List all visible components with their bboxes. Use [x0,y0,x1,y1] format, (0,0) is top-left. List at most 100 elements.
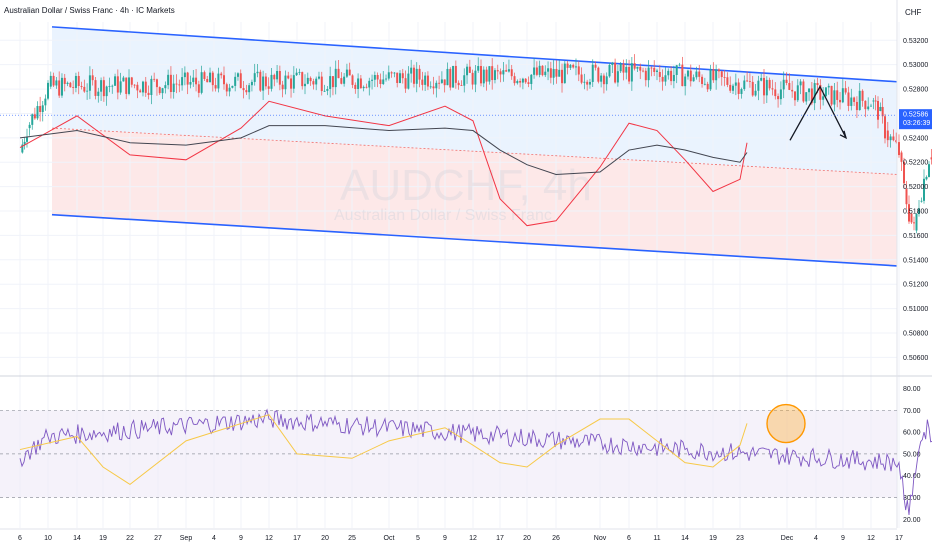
candle-body [429,86,432,88]
candle-body [850,97,853,106]
candle-body [672,74,675,82]
candle-body [267,86,270,89]
candle-body [304,83,307,87]
candle-body [401,73,404,79]
time-axis-tick: 14 [73,535,81,542]
candle-body [661,76,664,82]
candle-body [656,70,658,72]
time-axis-tick: 20 [321,535,329,542]
candle-body [88,75,91,91]
candle-body [701,76,704,84]
candle-body [625,66,628,73]
price-axis-tick: 0.51800 [903,209,928,216]
time-axis-tick: 20 [523,535,531,542]
candle-body [58,80,61,96]
candle-body [732,85,735,91]
candle-body [527,82,530,84]
candle-body [566,63,569,68]
candle-body [751,81,754,96]
candle-body [161,88,164,94]
candle-body [920,200,923,202]
candle-body [779,89,782,100]
candle-body [172,83,175,93]
time-axis-tick: 17 [895,535,903,542]
candle-body [231,85,234,88]
candle-body [482,69,485,84]
price-axis-tick: 0.52400 [903,135,928,142]
candle-body [83,86,86,92]
candle-body [426,75,429,87]
candle-body [507,69,510,72]
candle-body [678,64,681,66]
candle-body [197,84,200,93]
ma-slow-line [19,125,748,175]
candle-body [39,106,42,113]
candle-body [586,81,589,85]
candle-body [97,91,100,96]
channel-lower-line[interactable] [51,213,898,267]
last-price-tag [899,109,932,130]
candle-body [743,80,746,90]
rsi-axis-tick: 70.00 [903,408,921,415]
price-axis-tick: 0.50800 [903,330,928,337]
candle-body [591,64,594,82]
channel-midline [51,127,898,175]
rsi-highlight-circle[interactable] [766,403,806,444]
candle-body [91,75,94,81]
time-axis-tick: 25 [348,535,356,542]
candle-body [250,81,253,86]
candle-body [563,63,566,84]
candle-body [334,68,337,88]
candle-body [270,74,273,89]
projection-path[interactable] [789,85,847,141]
candle-body [320,76,323,92]
candle-body [726,77,729,85]
candle-body [636,66,639,69]
candle-body [547,68,550,72]
candle-body [371,79,374,81]
candle-body [757,80,760,91]
candle-body [619,63,622,72]
candle-body [393,72,396,74]
candle-body [398,73,401,83]
candle-body [670,70,673,82]
candle-body [376,75,379,80]
watermark-name: Australian Dollar / Swiss Franc [334,207,552,224]
candle-body [153,78,156,80]
time-axis-tick: 6 [18,535,22,542]
candle-body [580,74,583,83]
time-axis-tick: 22 [126,535,134,542]
candle-body [558,69,561,77]
candle-body [424,75,427,85]
candle-body [86,90,89,92]
candle-body [541,65,544,76]
candle-body [765,79,768,96]
candle-body [158,87,161,94]
candle-body [354,84,357,89]
candle-body [530,74,533,84]
candle-body [488,66,491,82]
candle-body [167,74,170,86]
candle-body [264,76,267,87]
candle-body [572,64,575,68]
candle-body [368,80,371,88]
candle-body [175,83,178,85]
candle-body [259,71,262,91]
candle-body [256,71,259,74]
candle-body [315,78,318,85]
candle-body [298,72,301,73]
candle-body [404,78,407,89]
candle-body [535,67,538,75]
candle-body [925,176,928,180]
channel-upper-line[interactable] [51,26,898,83]
candle-body [703,83,706,85]
time-axis-tick: 4 [212,535,216,542]
candle-body [796,85,799,101]
candle-body [491,66,494,81]
candle-body [139,90,142,93]
candle-body [918,208,920,214]
time-axis-tick: 11 [653,535,660,542]
candle-body [136,84,139,91]
candle-body [396,72,399,83]
